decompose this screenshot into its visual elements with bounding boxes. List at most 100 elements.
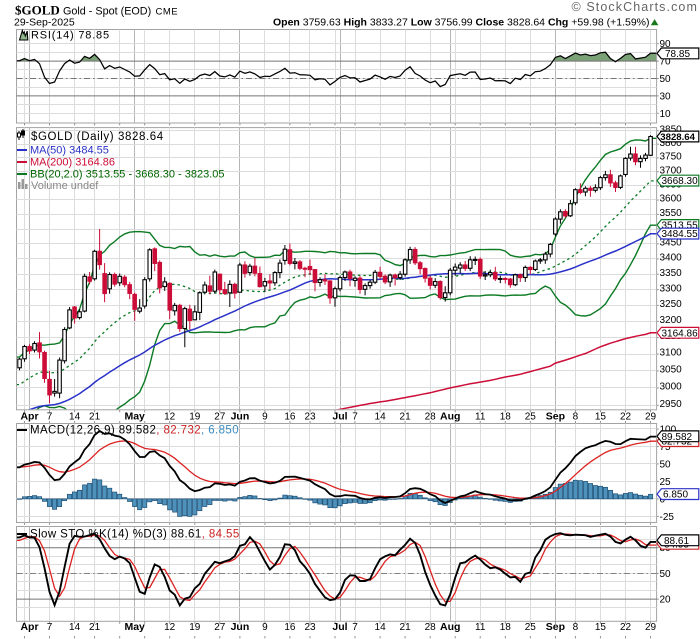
- svg-text:Jul: Jul: [332, 621, 347, 633]
- svg-text:Aug: Aug: [440, 621, 460, 633]
- svg-text:$GOLD: $GOLD: [15, 3, 60, 18]
- svg-text:10: 10: [660, 109, 672, 120]
- svg-text:28: 28: [425, 622, 437, 633]
- svg-text:Sep: Sep: [546, 621, 565, 633]
- svg-text:30: 30: [660, 91, 672, 102]
- svg-text:Apr: Apr: [20, 621, 38, 633]
- svg-text:28: 28: [425, 412, 437, 423]
- svg-text:89.582: 89.582: [662, 432, 693, 443]
- svg-text:15: 15: [595, 622, 607, 633]
- svg-text:12: 12: [164, 412, 176, 423]
- svg-text:21: 21: [89, 412, 101, 423]
- svg-text:Slow STO %K(14) %D(3) 88.61, 8: Slow STO %K(14) %D(3) 88.61, 84.55: [30, 529, 240, 541]
- svg-text:23: 23: [304, 622, 316, 633]
- svg-text:19: 19: [189, 412, 201, 423]
- svg-text:3668.30: 3668.30: [662, 176, 699, 187]
- svg-text:20: 20: [660, 595, 672, 606]
- svg-text:18: 18: [500, 622, 512, 633]
- svg-text:3050: 3050: [660, 365, 683, 376]
- svg-text:8: 8: [573, 412, 579, 423]
- svg-text:© StockCharts.com: © StockCharts.com: [571, 0, 698, 14]
- svg-text:15: 15: [595, 412, 607, 423]
- svg-text:3828.64: 3828.64: [660, 132, 695, 143]
- svg-text:$GOLD (Daily) 3828.64: $GOLD (Daily) 3828.64: [31, 131, 164, 143]
- svg-text:90: 90: [660, 39, 672, 50]
- svg-text:21: 21: [400, 622, 412, 633]
- svg-text:25: 25: [660, 477, 672, 488]
- svg-text:3484.55: 3484.55: [662, 229, 699, 240]
- svg-text:3750: 3750: [660, 152, 683, 163]
- svg-text:29-Sep-2025: 29-Sep-2025: [14, 17, 75, 29]
- svg-text:MA(50) 3484.55: MA(50) 3484.55: [30, 145, 109, 157]
- svg-text:Apr: Apr: [20, 411, 38, 423]
- svg-text:3350: 3350: [660, 268, 683, 279]
- svg-text:11: 11: [475, 412, 486, 423]
- svg-text:7: 7: [47, 412, 53, 423]
- svg-text:23: 23: [304, 412, 316, 423]
- svg-text:MACD(12,26,9) 89.582, 82.732,: MACD(12,26,9) 89.582, 82.732, 6.850: [30, 425, 239, 437]
- svg-text:22: 22: [620, 412, 632, 423]
- svg-text:14: 14: [69, 622, 81, 633]
- svg-text:Jun: Jun: [231, 621, 250, 633]
- svg-text:Gold - Spot (EOD): Gold - Spot (EOD): [63, 6, 151, 18]
- svg-text:Volume undef: Volume undef: [31, 180, 99, 192]
- svg-text:8: 8: [573, 622, 579, 633]
- svg-text:3850: 3850: [660, 124, 683, 135]
- svg-text:6.850: 6.850: [663, 490, 688, 501]
- svg-text:21: 21: [400, 412, 412, 423]
- svg-text:3400: 3400: [660, 253, 683, 264]
- svg-text:3600: 3600: [660, 194, 683, 205]
- svg-text:50: 50: [660, 569, 672, 580]
- svg-text:88.61: 88.61: [664, 536, 689, 547]
- svg-text:25: 25: [525, 412, 537, 423]
- svg-text:RSI(14) 78.85: RSI(14) 78.85: [31, 30, 110, 42]
- svg-text:25: 25: [525, 622, 537, 633]
- svg-text:3450: 3450: [660, 237, 683, 248]
- svg-text:7: 7: [352, 622, 358, 633]
- svg-text:75: 75: [660, 442, 672, 453]
- svg-text:3250: 3250: [660, 299, 683, 310]
- svg-text:22: 22: [620, 622, 632, 633]
- svg-text:Jul: Jul: [332, 411, 347, 423]
- svg-text:MA(200) 3164.86: MA(200) 3164.86: [30, 157, 115, 169]
- svg-text:BB(20,2.0) 3513.55 - 3668.30 -: BB(20,2.0) 3513.55 - 3668.30 - 3823.05: [30, 169, 224, 181]
- svg-text:Aug: Aug: [440, 411, 460, 423]
- svg-text:3513.55: 3513.55: [662, 221, 699, 232]
- svg-text:9: 9: [262, 412, 268, 423]
- svg-text:16: 16: [284, 622, 296, 633]
- svg-text:78.85: 78.85: [665, 49, 690, 60]
- svg-text:9: 9: [262, 622, 268, 633]
- svg-text:14: 14: [69, 412, 81, 423]
- svg-text:50: 50: [660, 459, 672, 470]
- svg-text:14: 14: [375, 622, 387, 633]
- svg-text:29: 29: [645, 412, 657, 423]
- svg-text:Sep: Sep: [546, 411, 565, 423]
- svg-text:19: 19: [189, 622, 201, 633]
- svg-text:7: 7: [47, 622, 53, 633]
- svg-text:2950: 2950: [660, 399, 683, 410]
- svg-text:3300: 3300: [660, 283, 683, 294]
- svg-text:3800: 3800: [660, 138, 683, 149]
- svg-text:3000: 3000: [660, 382, 683, 393]
- svg-text:14: 14: [375, 412, 387, 423]
- svg-text:18: 18: [500, 412, 512, 423]
- svg-text:100: 100: [660, 425, 677, 436]
- svg-text:27: 27: [214, 412, 226, 423]
- svg-text:Jun: Jun: [231, 411, 250, 423]
- svg-text:70: 70: [660, 57, 672, 68]
- svg-text:CME: CME: [156, 7, 179, 18]
- svg-text:50: 50: [660, 74, 672, 85]
- svg-text:29: 29: [645, 622, 657, 633]
- svg-text:May: May: [124, 621, 145, 633]
- svg-text:3164.86: 3164.86: [662, 328, 699, 339]
- svg-text:16: 16: [284, 412, 296, 423]
- svg-text:21: 21: [89, 622, 101, 633]
- svg-text:27: 27: [214, 622, 226, 633]
- svg-text:3700: 3700: [660, 165, 683, 176]
- svg-text:3200: 3200: [660, 315, 683, 326]
- svg-text:3550: 3550: [660, 208, 683, 219]
- svg-text:3100: 3100: [660, 348, 683, 359]
- svg-text:Open 3759.63 High 3833.27 Low: Open 3759.63 High 3833.27 Low 3756.99 Cl…: [273, 17, 650, 29]
- svg-text:-25: -25: [660, 512, 675, 523]
- svg-text:12: 12: [164, 622, 176, 633]
